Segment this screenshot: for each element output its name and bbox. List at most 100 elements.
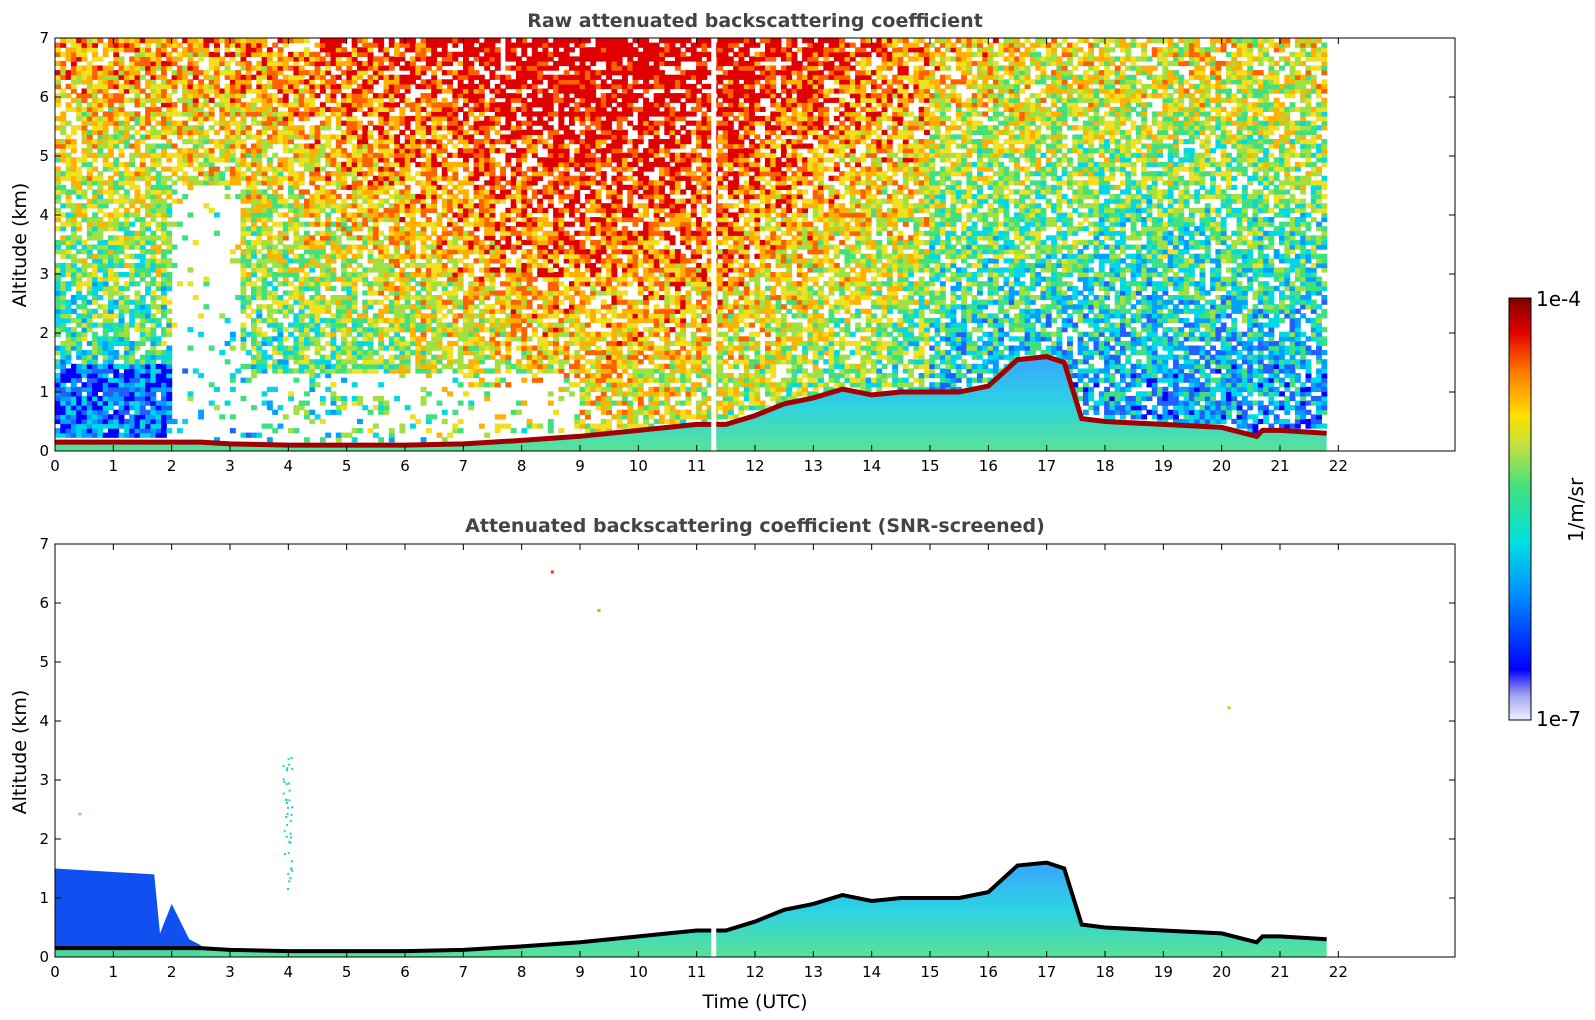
noise-pixel <box>1226 331 1232 337</box>
noise-pixel <box>81 331 88 337</box>
noise-pixel <box>897 322 904 328</box>
noise-pixel <box>224 400 231 406</box>
noise-pixel <box>796 272 803 278</box>
noise-pixel <box>251 327 257 333</box>
noise-pixel <box>357 276 363 282</box>
noise-pixel <box>161 350 167 356</box>
noise-pixel <box>383 359 390 365</box>
noise-pixel <box>76 322 83 328</box>
noise-pixel <box>584 359 591 365</box>
noise-pixel <box>484 272 491 278</box>
noise-pixel <box>1199 317 1206 324</box>
noise-pixel <box>998 354 1005 360</box>
noise-pixel <box>563 386 570 392</box>
noise-pixel <box>823 295 830 301</box>
noise-pixel <box>765 317 771 324</box>
noise-pixel <box>298 276 305 282</box>
noise-pixel <box>1257 382 1264 388</box>
noise-pixel <box>1173 382 1179 388</box>
noise-pixel <box>685 308 692 314</box>
noise-pixel <box>542 322 549 328</box>
noise-pixel <box>1178 400 1185 406</box>
noise-pixel <box>653 290 660 296</box>
noise-pixel <box>669 313 676 319</box>
noise-pixel <box>553 281 559 287</box>
noise-pixel <box>659 345 665 351</box>
noise-pixel <box>547 354 554 360</box>
noise-pixel <box>664 290 671 296</box>
noise-pixel <box>314 382 321 388</box>
noise-pixel <box>1305 386 1312 392</box>
noise-pixel <box>256 290 263 296</box>
noise-pixel <box>1088 276 1095 282</box>
noise-pixel <box>123 428 130 434</box>
noise-pixel <box>796 295 803 301</box>
noise-pixel <box>749 322 755 328</box>
noise-pixel <box>1204 391 1211 397</box>
noise-pixel <box>86 377 93 383</box>
noise-pixel <box>372 350 379 356</box>
noise-pixel <box>298 363 305 369</box>
noise-pixel <box>664 400 671 406</box>
noise-pixel <box>1146 281 1153 287</box>
noise-pixel <box>123 373 130 379</box>
noise-pixel <box>908 285 914 291</box>
noise-pixel <box>701 336 708 342</box>
noise-pixel <box>410 276 416 282</box>
noise-pixel <box>1178 354 1185 360</box>
noise-pixel <box>150 354 157 360</box>
noise-pixel <box>102 382 109 388</box>
noise-pixel <box>558 363 565 369</box>
noise-pixel <box>690 345 697 351</box>
noise-pixel <box>1300 418 1307 425</box>
noise-pixel <box>1120 409 1126 415</box>
noise-pixel <box>987 276 994 282</box>
noise-pixel <box>1263 405 1269 411</box>
noise-pixel <box>945 327 952 333</box>
noise-pixel <box>357 368 363 374</box>
noise-pixel <box>653 295 660 301</box>
noise-pixel <box>108 308 114 314</box>
noise-pixel <box>134 391 141 397</box>
noise-pixel <box>240 432 247 438</box>
noise-pixel <box>1082 382 1089 388</box>
noise-pixel <box>1268 359 1275 365</box>
noise-pixel <box>924 359 930 365</box>
noise-pixel <box>314 350 321 356</box>
noise-pixel <box>680 363 687 369</box>
noise-pixel <box>457 350 464 356</box>
noise-pixel <box>60 313 67 319</box>
noise-pixel <box>404 368 411 374</box>
noise-pixel <box>637 281 644 287</box>
noise-pixel <box>86 368 93 374</box>
noise-pixel <box>727 317 734 324</box>
noise-pixel <box>796 308 803 314</box>
noise-pixel <box>860 285 867 291</box>
noise-pixel <box>1226 363 1232 369</box>
noise-pixel <box>632 272 639 278</box>
noise-pixel <box>992 336 999 342</box>
noise-pixel <box>727 285 734 291</box>
noise-pixel <box>113 272 120 278</box>
noise-pixel <box>1178 391 1185 397</box>
noise-pixel <box>394 331 400 337</box>
noise-pixel <box>118 331 125 337</box>
noise-pixel <box>76 386 83 392</box>
noise-pixel <box>908 290 914 296</box>
noise-pixel <box>325 373 332 379</box>
noise-pixel <box>1104 327 1110 333</box>
noise-pixel <box>971 317 978 324</box>
noise-pixel <box>1093 327 1100 333</box>
noise-pixel <box>1024 299 1031 305</box>
noise-pixel <box>1310 285 1317 291</box>
noise-pixel <box>192 368 199 374</box>
noise-pixel <box>743 345 750 351</box>
noise-pixel <box>1088 285 1095 291</box>
noise-pixel <box>992 281 999 287</box>
noise-pixel <box>293 368 300 374</box>
noise-pixel <box>468 368 475 374</box>
noise-pixel <box>743 304 750 310</box>
noise-pixel <box>161 377 167 383</box>
noise-pixel <box>749 340 755 347</box>
noise-pixel <box>717 350 724 356</box>
